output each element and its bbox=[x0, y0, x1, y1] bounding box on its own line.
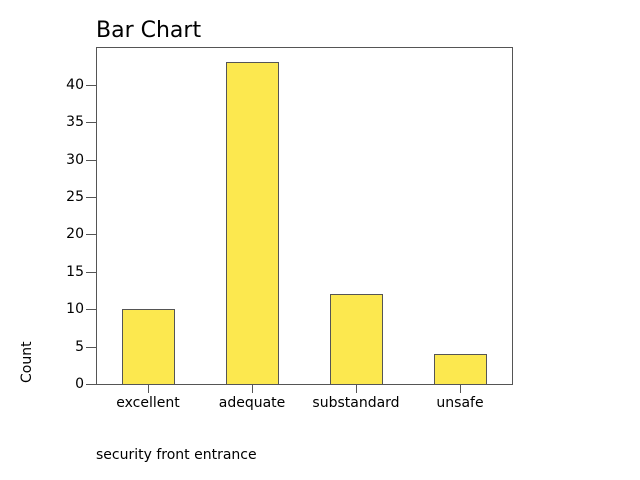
y-tick bbox=[86, 197, 96, 198]
y-tick bbox=[86, 122, 96, 123]
y-tick bbox=[86, 384, 96, 385]
chart-title: Bar Chart bbox=[96, 18, 202, 43]
y-tick-label: 40 bbox=[66, 77, 84, 93]
y-tick-label: 10 bbox=[66, 301, 84, 317]
bar-excellent bbox=[122, 309, 175, 385]
y-tick bbox=[86, 272, 96, 273]
x-axis-title: security front entrance bbox=[96, 447, 257, 463]
x-tick bbox=[148, 384, 149, 393]
plot-area bbox=[96, 47, 513, 385]
y-tick-label: 0 bbox=[75, 376, 84, 392]
x-tick-label: excellent bbox=[116, 395, 180, 411]
x-tick-label: substandard bbox=[312, 395, 400, 411]
bar-adequate bbox=[226, 62, 279, 385]
y-tick-label: 30 bbox=[66, 152, 84, 168]
y-tick-label: 35 bbox=[66, 114, 84, 130]
y-tick bbox=[86, 85, 96, 86]
y-tick bbox=[86, 160, 96, 161]
bar-substandard bbox=[330, 294, 383, 385]
y-tick-label: 20 bbox=[66, 226, 84, 242]
y-tick bbox=[86, 347, 96, 348]
x-tick bbox=[460, 384, 461, 393]
y-tick-label: 25 bbox=[66, 189, 84, 205]
y-tick-label: 5 bbox=[75, 339, 84, 355]
y-tick bbox=[86, 234, 96, 235]
x-tick-label: unsafe bbox=[436, 395, 484, 411]
x-tick bbox=[356, 384, 357, 393]
y-axis-title: Count bbox=[19, 341, 35, 383]
x-tick bbox=[252, 384, 253, 393]
bar-unsafe bbox=[434, 354, 487, 385]
y-tick bbox=[86, 309, 96, 310]
y-tick-label: 15 bbox=[66, 264, 84, 280]
x-tick-label: adequate bbox=[218, 395, 286, 411]
